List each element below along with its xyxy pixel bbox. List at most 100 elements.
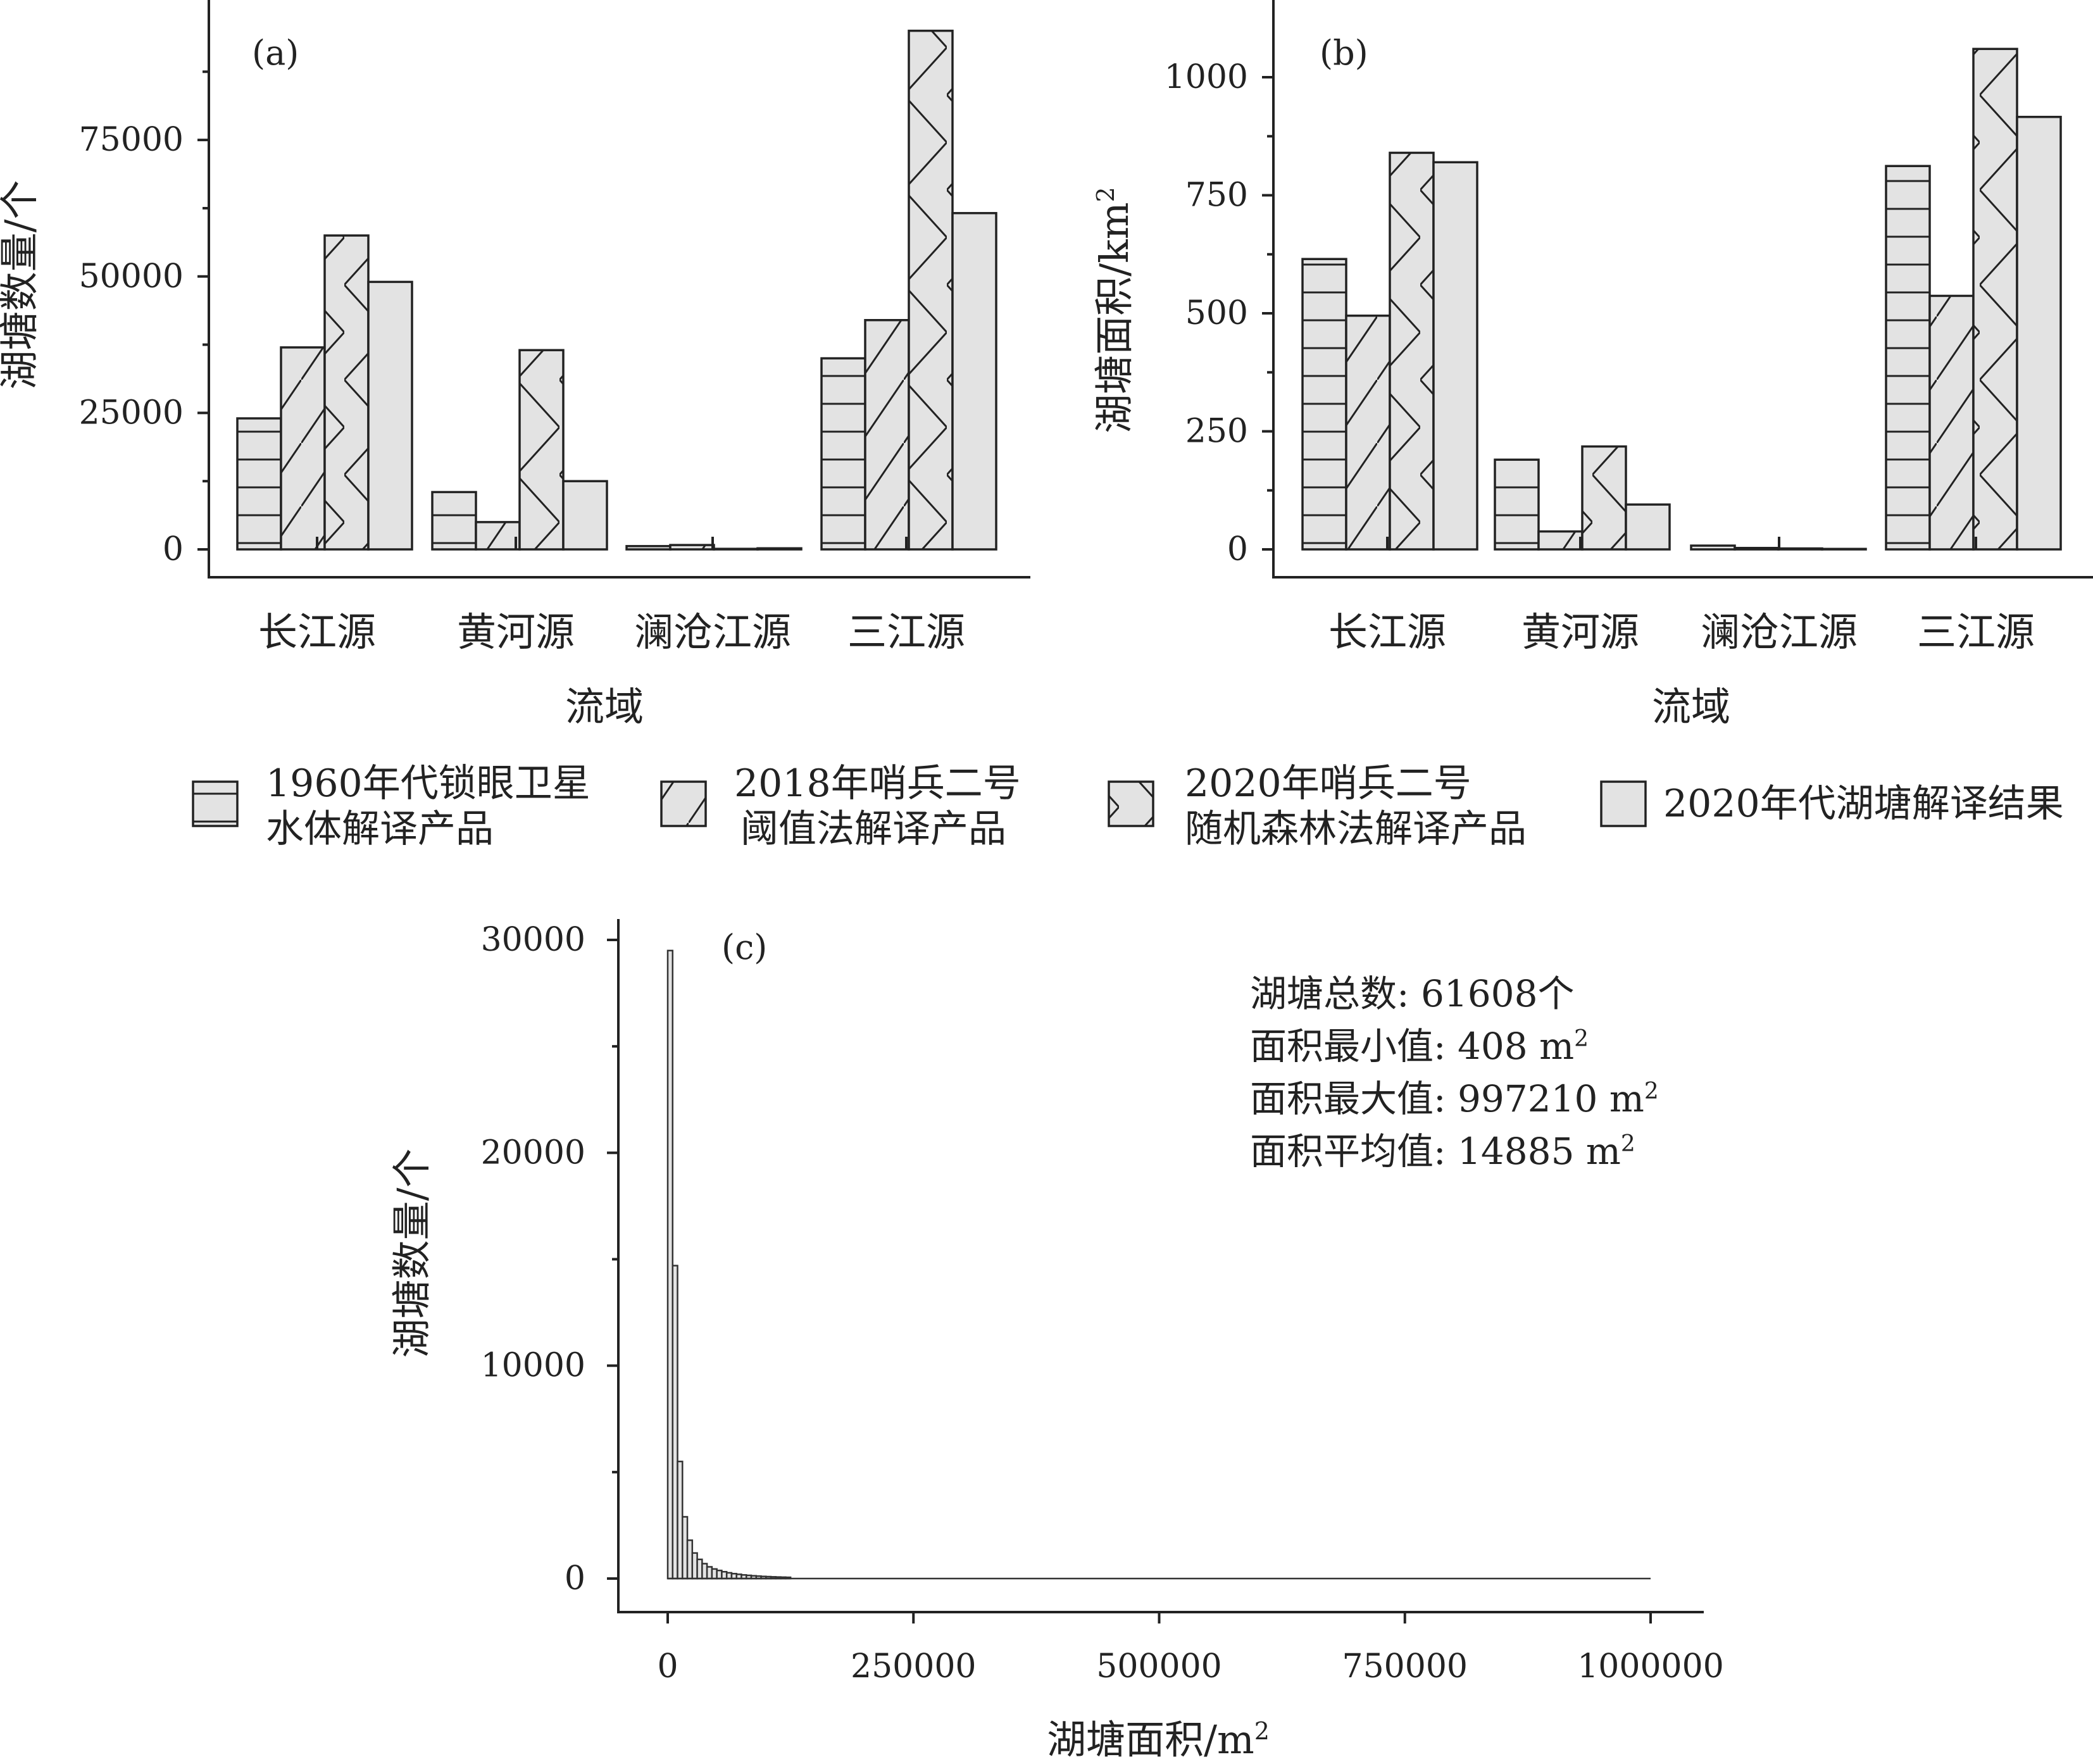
panel-b-label: (b) bbox=[1320, 33, 1368, 73]
panel-b-cat-0: 长江源 bbox=[1328, 609, 1446, 655]
bar-三江源-cross bbox=[908, 29, 954, 551]
bar-三江源-horizontal bbox=[820, 357, 866, 551]
panel-c-histogram bbox=[666, 949, 792, 1580]
bar-长江源-cross bbox=[323, 234, 370, 551]
panel-b-cat-2: 澜沧江源 bbox=[1701, 609, 1858, 655]
bar-黄河源-cross bbox=[518, 349, 565, 551]
xtick-label: 1000000 bbox=[1577, 1648, 1724, 1686]
ytick-label: 50000 bbox=[79, 258, 184, 296]
ytick-label: 0 bbox=[565, 1560, 585, 1598]
panel-c-xlabel: 湖塘面积/m2 bbox=[1047, 1717, 1270, 1763]
panel-a-label: (a) bbox=[252, 33, 299, 73]
legend-item-1960: 1960年代锁眼卫星 水体解译产品 bbox=[192, 761, 590, 851]
panel-b-ylabel: 湖塘面积/km2 bbox=[1091, 187, 1137, 433]
panel-b-yticks: 0 250 500 750 1000 bbox=[1165, 58, 1273, 568]
bar-三江源-solid bbox=[2016, 115, 2062, 551]
legend-2020rf-line2: 随机森林法解译产品 bbox=[1185, 807, 1527, 851]
bar-三江源-diagonal bbox=[1928, 294, 1975, 551]
legend-swatch-horizontal bbox=[192, 780, 239, 827]
stat-max: 面积最大值: 997210 m2 bbox=[1250, 1077, 1659, 1120]
panel-a-cat-0: 长江源 bbox=[258, 609, 376, 655]
bar-黄河源-diagonal bbox=[1537, 530, 1584, 551]
bar-澜沧江源-diagonal bbox=[669, 544, 715, 551]
legend-item-2018: 2018年哨兵二号 阈值法解译产品 bbox=[660, 761, 1021, 851]
legend-swatch-solid bbox=[1600, 780, 1647, 827]
legend-item-2020rf: 2020年哨兵二号 随机森林法解译产品 bbox=[1108, 761, 1527, 851]
panel-a-xticks bbox=[316, 537, 908, 549]
bar-黄河源-solid bbox=[562, 480, 608, 551]
panel-b: 0 250 500 750 1000 (b) 湖塘面积/km2 流域 长江源 黄河源 澜… bbox=[1091, 0, 2093, 730]
legend-1960-line2: 水体解译产品 bbox=[266, 807, 494, 851]
bar-三江源-solid bbox=[951, 211, 997, 551]
ytick-label: 30000 bbox=[481, 921, 585, 959]
bar-澜沧江源-horizontal bbox=[625, 545, 672, 551]
ytick-label: 75000 bbox=[79, 121, 184, 159]
panel-b-axes bbox=[1272, 0, 2093, 579]
bar-长江源-horizontal bbox=[1301, 258, 1347, 551]
ytick-label: 250 bbox=[1185, 413, 1248, 451]
panel-b-cat-3: 三江源 bbox=[1917, 609, 2035, 655]
bar-三江源-diagonal bbox=[864, 319, 910, 551]
ytick-label: 25000 bbox=[79, 394, 184, 432]
panel-a: 0 25000 50000 75000 (a) 湖塘数量/个 流域 长江源 黄河源 澜… bbox=[0, 0, 1030, 730]
ytick-label: 750 bbox=[1185, 177, 1248, 215]
ytick-label: 20000 bbox=[481, 1134, 585, 1172]
bar-长江源-diagonal bbox=[1345, 315, 1391, 551]
panel-c-label: (c) bbox=[722, 927, 767, 967]
panel-c-xticks: 0 250000 500000 750000 1000000 bbox=[657, 1612, 1724, 1686]
xtick-label: 500000 bbox=[1096, 1648, 1222, 1686]
panel-b-cat-1: 黄河源 bbox=[1521, 609, 1639, 655]
ytick-label: 10000 bbox=[481, 1347, 585, 1385]
panel-a-ylabel: 湖塘数量/个 bbox=[0, 180, 42, 390]
ytick-label: 0 bbox=[1227, 530, 1248, 568]
legend-2018-line1: 2018年哨兵二号 bbox=[734, 761, 1021, 806]
legend: 1960年代锁眼卫星 水体解译产品 2018年哨兵二号 阈值法解译产品 2020… bbox=[192, 761, 2064, 851]
stat-total: 湖塘总数: 61608个 bbox=[1250, 972, 1575, 1015]
legend-2020s-line1: 2020年代湖塘解译结果 bbox=[1663, 782, 2064, 826]
bar-澜沧江源-horizontal bbox=[1690, 544, 1736, 551]
ytick-label: 1000 bbox=[1165, 58, 1248, 96]
panel-b-xlabel: 流域 bbox=[1652, 684, 1730, 730]
panel-c: 0 10000 20000 30000 0 250000 500000 750000 1000… bbox=[389, 919, 1724, 1763]
bar-三江源-cross bbox=[1972, 47, 2018, 551]
xtick-label: 750000 bbox=[1342, 1648, 1468, 1686]
bar-黄河源-diagonal bbox=[475, 521, 521, 551]
bar-长江源-solid bbox=[367, 280, 413, 551]
panel-b-bars bbox=[1301, 47, 2062, 551]
legend-2018-line2: 阈值法解译产品 bbox=[740, 807, 1006, 851]
legend-1960-line1: 1960年代锁眼卫星 bbox=[266, 761, 590, 806]
bar-黄河源-cross bbox=[1581, 445, 1627, 551]
panel-c-stats: 湖塘总数: 61608个 面积最小值: 408 m2 面积最大值: 997210… bbox=[1250, 972, 1659, 1173]
bar-三江源-horizontal bbox=[1885, 165, 1931, 551]
legend-2020rf-line1: 2020年哨兵二号 bbox=[1185, 761, 1471, 806]
xtick-label: 0 bbox=[657, 1648, 678, 1686]
bar-黄河源-horizontal bbox=[1494, 458, 1540, 551]
panel-a-yticks: 0 25000 50000 75000 bbox=[79, 70, 209, 568]
panel-b-xticks bbox=[1386, 537, 1977, 549]
panel-a-cat-1: 黄河源 bbox=[457, 609, 575, 655]
stat-mean: 面积平均值: 14885 m2 bbox=[1250, 1130, 1635, 1173]
legend-swatch-cross bbox=[1108, 780, 1154, 827]
bar-长江源-horizontal bbox=[236, 417, 282, 551]
legend-swatch-diagonal bbox=[660, 780, 707, 827]
panel-c-ylabel: 湖塘数量/个 bbox=[389, 1149, 435, 1358]
bar-黄河源-horizontal bbox=[431, 491, 477, 551]
xtick-label: 250000 bbox=[851, 1648, 977, 1686]
panel-a-cat-2: 澜沧江源 bbox=[634, 609, 791, 655]
ytick-label: 500 bbox=[1185, 294, 1248, 332]
bar-长江源-solid bbox=[1432, 161, 1478, 551]
legend-item-2020s: 2020年代湖塘解译结果 bbox=[1600, 780, 2064, 827]
bar-黄河源-solid bbox=[1625, 503, 1671, 551]
stat-min: 面积最小值: 408 m2 bbox=[1250, 1025, 1589, 1068]
ytick-label: 0 bbox=[163, 530, 184, 568]
panel-a-xlabel: 流域 bbox=[565, 684, 644, 730]
bar-长江源-cross bbox=[1389, 151, 1435, 551]
panel-c-yticks: 0 10000 20000 30000 bbox=[481, 921, 618, 1598]
bar-澜沧江源-solid bbox=[756, 547, 803, 551]
panel-a-axes bbox=[208, 0, 1030, 579]
panel-c-axes bbox=[617, 919, 1704, 1613]
panel-a-cat-3: 三江源 bbox=[847, 609, 965, 655]
bar-长江源-diagonal bbox=[280, 346, 326, 551]
panel-a-bars bbox=[236, 29, 997, 551]
